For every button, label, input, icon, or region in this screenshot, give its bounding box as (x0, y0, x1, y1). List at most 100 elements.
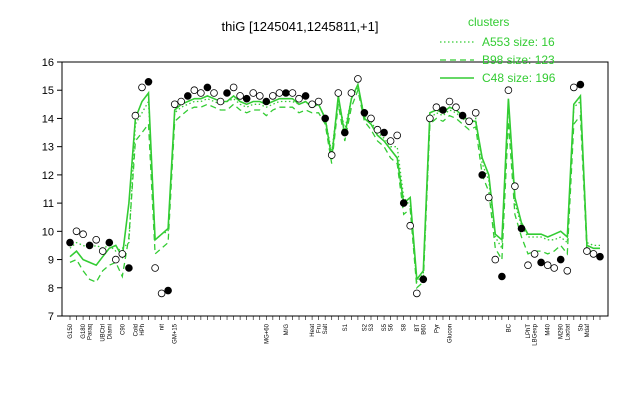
data-point (406, 221, 415, 230)
data-point (393, 131, 402, 140)
y-tick-label: 16 (42, 57, 54, 69)
x-tick-label: Sb (578, 323, 584, 331)
data-point (138, 83, 146, 92)
data-point (524, 261, 532, 270)
data-point (458, 111, 467, 120)
x-axis: G150 G180 Paraq UBCtrl Diami C90 Cold HPh nit GM+… (68, 316, 601, 346)
data-point (465, 117, 473, 126)
data-point (197, 89, 205, 97)
y-tick-label: 8 (48, 283, 54, 295)
legend-label: A553 size: 16 (482, 35, 555, 49)
data-point (583, 247, 591, 255)
legend-label: B98 size: 123 (482, 53, 555, 67)
data-point (484, 193, 493, 202)
data-point (131, 111, 140, 120)
y-tick-label: 9 (48, 255, 54, 267)
data-point (118, 250, 127, 258)
y-tick-label: 15 (42, 85, 54, 97)
data-point (72, 227, 81, 236)
data-point (445, 97, 454, 106)
data-point (85, 241, 94, 250)
data-point (112, 255, 120, 264)
data-point (412, 289, 421, 298)
data-point (203, 83, 212, 92)
plot-frame (61, 61, 609, 317)
data-point (439, 106, 447, 114)
data-point (249, 89, 258, 97)
x-tick-label: LPhT (526, 324, 532, 339)
data-point (229, 83, 238, 92)
data-point (275, 89, 284, 97)
data-point (151, 264, 159, 272)
x-tick-label: UBCtrl (101, 324, 107, 342)
data-point (190, 86, 199, 94)
x-tick-label: BC (506, 323, 512, 332)
legend-label: C48 size: 196 (482, 71, 556, 85)
y-tick-label: 14 (42, 113, 54, 125)
data-point (236, 92, 244, 100)
chart-title: thiG [1245041,1245811,+1] (222, 19, 379, 34)
data-point (511, 182, 519, 191)
x-tick-label: Salt (323, 324, 329, 335)
data-point (360, 109, 369, 117)
x-tick-label: nit (160, 324, 166, 331)
data-point (373, 125, 382, 134)
data-point (177, 97, 186, 106)
legend: clusters A553 size: 16 B98 size: 123 C48 s… (440, 15, 556, 85)
points-layer (66, 75, 604, 298)
data-point (223, 89, 231, 97)
y-axis: 7 8 9 10 11 12 13 14 15 16 (42, 57, 62, 323)
data-point (498, 272, 506, 281)
y-tick-label: 10 (42, 226, 54, 238)
data-point (314, 97, 323, 106)
data-point (66, 238, 74, 247)
x-tick-label: S5 (382, 323, 388, 331)
data-point (301, 92, 310, 100)
y-tick-label: 12 (42, 170, 54, 182)
x-tick-label: Heat (310, 324, 316, 337)
data-point (210, 89, 218, 97)
data-point (543, 261, 552, 270)
data-point (399, 199, 408, 207)
x-tick-label: M/G (284, 324, 290, 336)
x-tick-label: HPh (140, 324, 146, 336)
data-point (432, 103, 441, 111)
data-point (491, 255, 500, 264)
x-tick-label: C90 (120, 323, 126, 335)
data-point (347, 89, 356, 97)
series-layer (69, 82, 601, 290)
data-point (79, 230, 87, 239)
data-point (550, 264, 558, 272)
y-tick-label: 7 (48, 311, 54, 323)
data-point (216, 97, 225, 106)
data-point (334, 89, 343, 97)
data-point (308, 100, 316, 109)
x-tick-label: Diami (107, 324, 113, 339)
data-point (569, 83, 578, 92)
x-tick-label: Mdaf (585, 324, 591, 338)
data-point (327, 151, 336, 159)
data-point (537, 258, 545, 267)
x-tick-label: M290 (559, 323, 565, 339)
x-tick-label: BT (415, 324, 421, 332)
data-point (262, 97, 271, 106)
data-point (478, 171, 487, 179)
data-point (242, 94, 251, 103)
data-point (380, 128, 388, 137)
data-point (576, 80, 585, 89)
data-point (105, 238, 114, 247)
x-tick-label: Glucon (448, 324, 454, 343)
x-tick-label: LBGexp (533, 323, 539, 345)
x-tick-label: G180 (81, 323, 87, 338)
data-point (164, 286, 172, 295)
data-point (367, 114, 375, 123)
data-point (98, 247, 107, 255)
x-tick-label: G150 (68, 323, 74, 338)
data-point (596, 252, 604, 261)
data-point (504, 86, 513, 94)
x-tick-label: S6 (389, 323, 395, 331)
data-point (354, 75, 362, 83)
data-point (426, 114, 434, 123)
x-tick-label: Pyr (434, 324, 440, 333)
x-tick-label: S2 (362, 323, 368, 331)
